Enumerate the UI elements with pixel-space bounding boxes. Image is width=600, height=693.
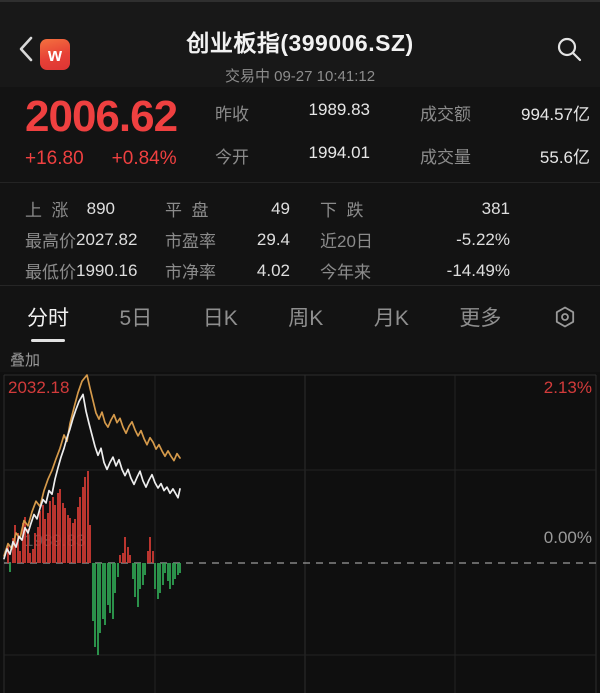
quote-section: 2006.62 +16.80 +0.84% 昨收 1989.83 成交额 994… [0,87,600,182]
overlay-toolbar: 叠加 [0,347,600,372]
field-value: 1994.01 [308,143,370,162]
stat-label: 上 涨 [25,201,69,220]
stat-label: 市净率 [165,263,216,282]
stat-label: 市盈率 [165,232,216,251]
stat-value: -5.22% [456,229,510,249]
tab-daily-k[interactable]: 日K [202,306,238,330]
stat-unchanged: 平 盘 49 [165,193,290,224]
stat-decliners: 下 跌 381 [320,193,510,224]
price-change-pct: +0.84% [111,148,177,170]
wind-app-logo: w [40,39,70,70]
stat-value: 890 [86,198,115,218]
search-icon [557,37,582,62]
field-value: 1989.83 [308,100,370,119]
field-prev-close: 昨收 1989.83 [215,100,370,143]
stat-ytd-change: 今年来 -14.49% [320,255,510,286]
stat-label: 平 盘 [165,201,209,220]
chart-settings-button[interactable] [550,302,580,332]
stat-label: 下 跌 [320,201,364,220]
field-turnover: 成交额 994.57亿 [420,100,590,143]
field-value: 994.57亿 [521,105,590,124]
stat-low: 最低价 1990.16 [25,255,137,286]
last-price: 2006.62 [25,92,178,141]
search-button[interactable] [554,34,584,64]
overlay-button[interactable]: 叠加 [10,352,41,369]
tab-5day[interactable]: 5日 [119,306,153,330]
field-label: 今开 [215,148,249,167]
trading-status-timestamp: 交易中 09-27 10:41:12 [224,68,376,85]
field-label: 昨收 [215,105,249,124]
stat-value: 49 [271,198,290,218]
intraday-chart[interactable]: 1989.83 2032.18 2.13% 0.00% [0,372,600,693]
chevron-left-icon [19,36,33,62]
stat-high: 最高价 2027.82 [25,224,137,255]
field-open: 今开 1994.01 [215,143,370,186]
tab-monthly-k[interactable]: 月K [373,306,409,330]
field-label: 成交量 [420,148,471,167]
stat-value: -14.49% [446,260,510,280]
top-bar: w 创业板指(399006.SZ) 交易中 09-27 10:41:12 [0,2,600,87]
stat-value: 2027.82 [76,229,138,249]
chart-max-pct-label: 2.13% [543,378,592,397]
stat-pb-ratio: 市净率 4.02 [165,255,290,286]
stat-label: 最高价 [25,232,76,251]
price-change: +16.80 [25,148,84,170]
field-label: 成交额 [420,105,471,124]
stat-label: 近20日 [320,232,373,251]
tab-more[interactable]: 更多 [459,306,502,330]
back-button[interactable] [12,32,40,66]
stat-value: 381 [481,198,510,218]
stat-value: 29.4 [256,229,290,249]
stat-label: 最低价 [25,263,76,282]
stat-label: 今年来 [320,263,371,282]
tab-weekly-k[interactable]: 周K [288,306,324,330]
tab-intraday[interactable]: 分时 [25,288,71,346]
chart-canvas[interactable] [0,372,600,693]
stats-section: 上 涨 890 平 盘 49 下 跌 381 最高价 2027.82 市盈率 29.4 近… [0,182,600,285]
page-title: 创业板指(399006.SZ) [186,30,414,56]
period-tab-bar: 分时 5日 日K 周K 月K 更多 [0,285,600,347]
stat-value: 4.02 [256,260,290,280]
zero-line-pct-label: 0.00% [543,528,592,547]
field-value: 55.6亿 [539,148,590,167]
stat-value: 1990.16 [76,260,138,280]
stat-20day-change: 近20日 -5.22% [320,224,510,255]
chart-max-price-label: 2032.18 [8,378,70,397]
stat-pe-ratio: 市盈率 29.4 [165,224,290,255]
stat-advancers: 上 涨 890 [25,193,115,224]
hexagon-gear-icon [555,306,575,327]
field-volume: 成交量 55.6亿 [420,143,590,186]
